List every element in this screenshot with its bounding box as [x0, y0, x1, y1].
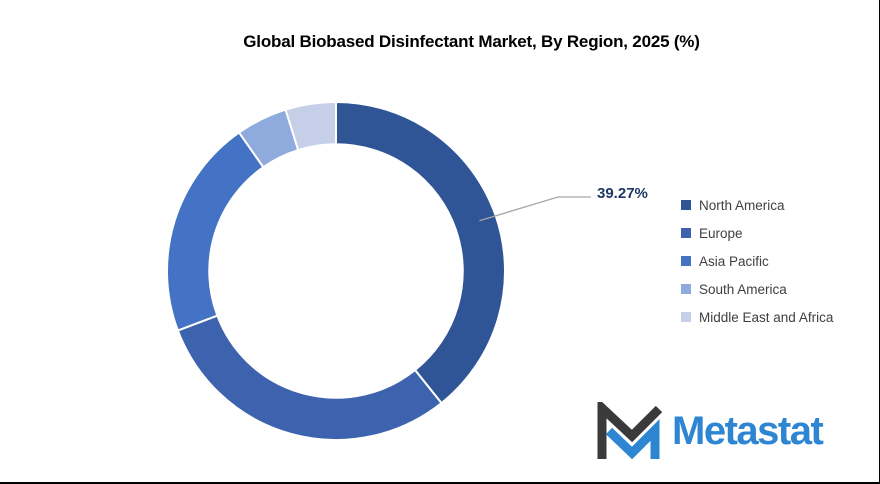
logo-m-blue	[605, 419, 660, 460]
legend-label: South America	[699, 281, 787, 297]
chart-title: Global Biobased Disinfectant Market, By …	[243, 32, 700, 51]
legend-item-asia-pacific: Asia Pacific	[681, 247, 833, 275]
donut-slice-north-america	[335, 100, 506, 405]
logo-m-dark	[597, 402, 663, 459]
legend-swatch-middle-east-and-africa	[681, 312, 691, 322]
chart-legend: North America Europe Asia Pacific South …	[681, 191, 833, 331]
metastat-logo: Metastat	[597, 402, 824, 460]
metastat-logo-icon	[597, 402, 663, 460]
data-label: 39.27%	[597, 185, 648, 202]
legend-item-south-america: South America	[681, 275, 833, 303]
legend-swatch-europe	[681, 228, 691, 238]
legend-label: Middle East and Africa	[699, 309, 834, 325]
legend-item-europe: Europe	[681, 219, 833, 247]
donut-slice-europe	[176, 314, 443, 441]
legend-swatch-south-america	[681, 284, 691, 294]
metastat-logo-text: Metastat	[672, 409, 824, 453]
donut-slice-asia-pacific	[166, 131, 265, 332]
legend-label: Asia Pacific	[699, 253, 769, 269]
legend-swatch-asia-pacific	[681, 256, 691, 266]
legend-label: North America	[699, 197, 785, 213]
legend-item-middle-east-and-africa: Middle East and Africa	[681, 303, 833, 331]
legend-swatch-north-america	[681, 200, 691, 210]
legend-item-north-america: North America	[681, 191, 833, 219]
leader-line	[479, 196, 591, 222]
legend-label: Europe	[699, 225, 743, 241]
